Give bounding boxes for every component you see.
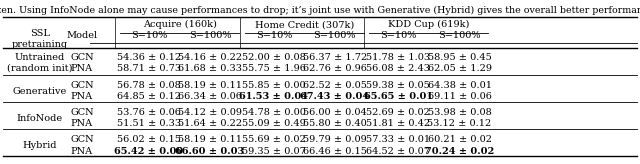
Text: 51.78 ± 1.03: 51.78 ± 1.03 [366,53,430,62]
Text: 55.85 ± 0.00: 55.85 ± 0.00 [242,81,306,90]
Text: 54.12 ± 0.09: 54.12 ± 0.09 [178,108,242,117]
Text: 56.08 ± 2.43: 56.08 ± 2.43 [366,64,430,73]
Text: 55.75 ± 1.96: 55.75 ± 1.96 [242,64,306,73]
Text: Generative: Generative [13,87,67,95]
Text: 51.64 ± 0.22: 51.64 ± 0.22 [178,119,242,128]
Text: 55.80 ± 0.40: 55.80 ± 0.40 [303,119,367,128]
Text: 58.95 ± 0.45: 58.95 ± 0.45 [428,53,492,62]
Text: 64.52 ± 0.07: 64.52 ± 0.07 [366,147,430,156]
Text: GCN: GCN [70,53,93,62]
Text: 56.37 ± 1.72: 56.37 ± 1.72 [303,53,367,62]
Text: Hybrid: Hybrid [22,141,57,150]
Text: Untrained
(random init): Untrained (random init) [7,53,72,73]
Text: Acquire (160k): Acquire (160k) [143,20,216,29]
Text: GCN: GCN [70,108,93,117]
Text: 56.02 ± 0.15: 56.02 ± 0.15 [117,135,181,144]
Text: GCN: GCN [70,135,93,144]
Text: 51.81 ± 0.42: 51.81 ± 0.42 [366,119,430,128]
Text: S=10%: S=10% [380,31,416,40]
Text: 67.43 ± 0.04: 67.43 ± 0.04 [300,92,369,101]
Text: 51.51 ± 0.33: 51.51 ± 0.33 [117,119,181,128]
Text: 60.21 ± 0.02: 60.21 ± 0.02 [428,135,492,144]
Text: 56.78 ± 0.08: 56.78 ± 0.08 [117,81,181,90]
Text: 62.76 ± 0.96: 62.76 ± 0.96 [303,64,367,73]
Text: 55.09 ± 0.49: 55.09 ± 0.49 [242,119,306,128]
Text: PNA: PNA [71,92,93,101]
Text: S=100%: S=100% [314,31,356,40]
Text: S=10%: S=10% [256,31,292,40]
Text: KDD Cup (619k): KDD Cup (619k) [388,20,470,29]
Text: 56.00 ± 0.04: 56.00 ± 0.04 [303,108,367,117]
Text: 66.34 ± 0.06: 66.34 ± 0.06 [178,92,242,101]
Text: 66.60 ± 0.03: 66.60 ± 0.03 [175,147,244,156]
Text: 69.11 ± 0.06: 69.11 ± 0.06 [428,92,492,101]
Text: Home Credit (307k): Home Credit (307k) [255,20,354,29]
Text: 64.85 ± 0.12: 64.85 ± 0.12 [117,92,181,101]
Text: S=100%: S=100% [438,31,481,40]
Text: 65.42 ± 0.00: 65.42 ± 0.00 [115,147,184,156]
Text: PNA: PNA [71,119,93,128]
Text: SSL
pretraining: SSL pretraining [12,29,68,49]
Text: 57.33 ± 0.01: 57.33 ± 0.01 [366,135,430,144]
Text: 62.52 ± 0.05: 62.52 ± 0.05 [303,81,367,90]
Text: 54.36 ± 0.12: 54.36 ± 0.12 [117,53,181,62]
Text: PNA: PNA [71,64,93,73]
Text: 53.76 ± 0.06: 53.76 ± 0.06 [117,108,181,117]
Text: 70.24 ± 0.02: 70.24 ± 0.02 [425,147,494,156]
Text: 66.46 ± 0.15: 66.46 ± 0.15 [303,147,367,156]
Text: 65.65 ± 0.01: 65.65 ± 0.01 [364,92,433,101]
Text: 61.53 ± 0.04: 61.53 ± 0.04 [239,92,308,101]
Text: InfoNode: InfoNode [17,114,63,123]
Text: S=100%: S=100% [189,31,231,40]
Text: 58.19 ± 0.11: 58.19 ± 0.11 [178,135,242,144]
Text: PNA: PNA [71,147,93,156]
Text: 54.78 ± 0.00: 54.78 ± 0.00 [242,108,306,117]
Text: 59.79 ± 0.09: 59.79 ± 0.09 [303,135,367,144]
Text: 54.16 ± 0.22: 54.16 ± 0.22 [178,53,242,62]
Text: 61.68 ± 0.33: 61.68 ± 0.33 [178,64,242,73]
Text: 52.00 ± 0.08: 52.00 ± 0.08 [242,53,306,62]
Text: S=10%: S=10% [131,31,167,40]
Text: rozen. Using InfoNode alone may cause performances to drop; it’s joint use with : rozen. Using InfoNode alone may cause pe… [0,6,640,15]
Text: 52.69 ± 0.02: 52.69 ± 0.02 [366,108,430,117]
Text: 55.69 ± 0.02: 55.69 ± 0.02 [242,135,306,144]
Text: 59.38 ± 0.05: 59.38 ± 0.05 [366,81,430,90]
Text: GCN: GCN [70,81,93,90]
Text: 58.71 ± 0.73: 58.71 ± 0.73 [117,64,181,73]
Text: 62.05 ± 1.29: 62.05 ± 1.29 [428,64,492,73]
Text: 64.38 ± 0.01: 64.38 ± 0.01 [428,81,492,90]
Text: 53.98 ± 0.08: 53.98 ± 0.08 [428,108,492,117]
Text: 59.35 ± 0.07: 59.35 ± 0.07 [242,147,306,156]
Text: Model: Model [67,31,97,40]
Text: 53.12 ± 0.12: 53.12 ± 0.12 [428,119,492,128]
Text: 58.19 ± 0.11: 58.19 ± 0.11 [178,81,242,90]
